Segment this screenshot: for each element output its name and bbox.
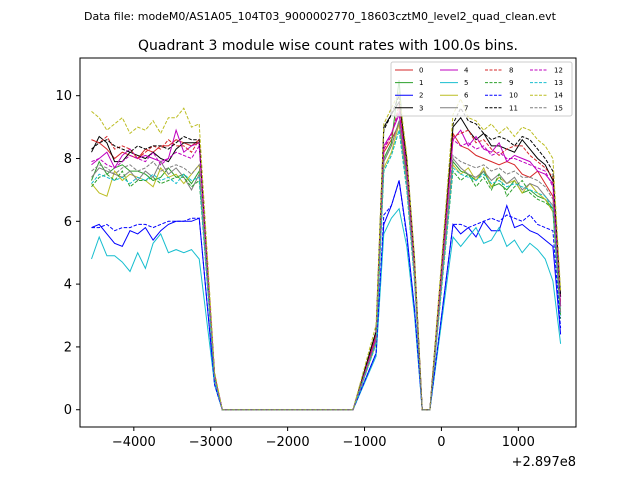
legend-label-4: 4 bbox=[464, 67, 469, 75]
series-line-9 bbox=[91, 130, 562, 411]
x-tick-label: −2000 bbox=[266, 435, 310, 450]
series-layer bbox=[91, 79, 562, 411]
chart-suptitle: Data file: modeM0/AS1A05_104T03_90000027… bbox=[84, 10, 557, 23]
series-line-1 bbox=[91, 79, 562, 411]
series-line-2 bbox=[91, 180, 562, 411]
legend-box bbox=[390, 61, 573, 117]
series-line-6 bbox=[91, 123, 562, 411]
legend-label-10: 10 bbox=[509, 92, 518, 100]
legend-label-5: 5 bbox=[464, 79, 468, 87]
y-tick-label: 6 bbox=[64, 215, 72, 230]
legend-label-13: 13 bbox=[554, 79, 563, 87]
x-tick-label: −4000 bbox=[112, 435, 156, 450]
legend-label-0: 0 bbox=[419, 67, 423, 75]
x-offset-label: +2.897e8 bbox=[512, 455, 576, 470]
legend-label-14: 14 bbox=[554, 92, 563, 100]
x-tick-label: −1000 bbox=[343, 435, 387, 450]
legend-label-3: 3 bbox=[419, 104, 423, 112]
legend-label-1: 1 bbox=[419, 79, 423, 87]
legend-label-8: 8 bbox=[509, 67, 513, 75]
series-line-0 bbox=[91, 122, 562, 411]
y-tick-label: 2 bbox=[64, 340, 72, 355]
legend-label-6: 6 bbox=[464, 92, 469, 100]
x-tick-label: 0 bbox=[437, 435, 445, 450]
legend-label-12: 12 bbox=[554, 67, 563, 75]
series-line-14 bbox=[91, 90, 562, 411]
series-line-11 bbox=[91, 95, 562, 411]
legend-label-7: 7 bbox=[464, 104, 468, 112]
plot-frame bbox=[79, 57, 577, 428]
series-line-7 bbox=[91, 120, 562, 411]
series-line-13 bbox=[91, 130, 562, 411]
series-line-10 bbox=[91, 180, 562, 411]
y-tick-label: 0 bbox=[64, 403, 72, 418]
y-axis: 0 2 4 6 8 10 bbox=[55, 89, 80, 418]
series-line-8 bbox=[91, 104, 562, 411]
y-tick-label: 10 bbox=[55, 89, 72, 104]
series-line-15 bbox=[91, 120, 562, 411]
y-tick-label: 4 bbox=[64, 278, 72, 293]
legend-label-9: 9 bbox=[509, 79, 513, 87]
chart-title: Quadrant 3 module wise count rates with … bbox=[138, 38, 518, 54]
y-tick-label: 8 bbox=[64, 152, 72, 167]
x-tick-label: −3000 bbox=[189, 435, 233, 450]
legend-label-2: 2 bbox=[419, 92, 423, 100]
x-tick-label: 1000 bbox=[502, 435, 535, 450]
series-line-5 bbox=[91, 207, 562, 411]
x-axis: −4000 −3000 −2000 −1000 0 1000 bbox=[112, 427, 535, 450]
legend-label-11: 11 bbox=[509, 104, 518, 112]
legend-label-15: 15 bbox=[554, 104, 563, 112]
series-line-12 bbox=[91, 111, 562, 411]
